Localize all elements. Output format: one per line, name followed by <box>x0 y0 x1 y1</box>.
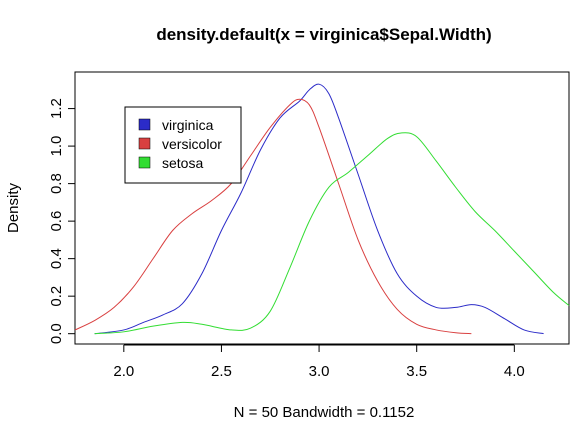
legend: virginica versicolor setosa <box>124 106 242 184</box>
legend-swatch-setosa <box>138 156 151 169</box>
x-tick-label: 4.0 <box>504 363 525 380</box>
legend-swatch-versicolor <box>138 137 151 150</box>
y-axis: 0.0 0.2 0.4 0.6 0.8 1.0 1.2 <box>48 98 76 344</box>
y-tick-label: 0.2 <box>48 286 65 307</box>
y-tick-label: 1.2 <box>48 98 65 119</box>
density-line-setosa <box>94 132 570 335</box>
legend-label-setosa: setosa <box>162 155 203 171</box>
y-tick-label: 0.4 <box>48 248 65 269</box>
x-tick-label: 3.5 <box>406 363 427 380</box>
x-axis-label: N = 50 Bandwidth = 0.1152 <box>234 404 415 421</box>
x-tick-label: 2.5 <box>211 363 232 380</box>
chart-title: density.default(x = virginica$Sepal.Widt… <box>156 25 491 44</box>
x-axis: 2.0 2.5 3.0 3.5 4.0 <box>113 344 525 380</box>
y-tick-label: 0.6 <box>48 211 65 232</box>
density-line-virginica <box>94 83 544 335</box>
x-tick-label: 3.0 <box>309 363 330 380</box>
y-tick-label: 0.8 <box>48 173 65 194</box>
y-tick-label: 1.0 <box>48 136 65 157</box>
legend-label-virginica: virginica <box>162 117 214 133</box>
legend-label-versicolor: versicolor <box>162 136 222 152</box>
legend-swatch-virginica <box>138 118 151 131</box>
density-line-versicolor <box>74 98 472 335</box>
x-tick-label: 2.0 <box>113 363 134 380</box>
y-axis-label: Density <box>5 182 22 233</box>
y-tick-label: 0.0 <box>48 323 65 344</box>
series-lines <box>74 83 570 335</box>
